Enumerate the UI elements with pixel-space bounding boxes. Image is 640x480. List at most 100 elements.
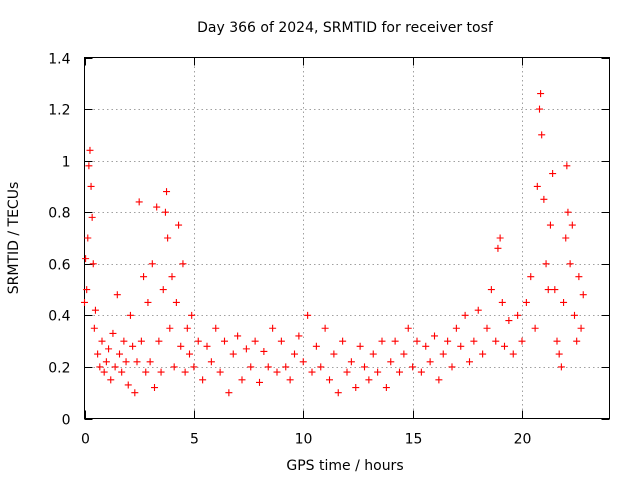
data-point — [113, 291, 121, 299]
data-point — [564, 208, 572, 216]
data-point — [82, 255, 90, 263]
data-point — [260, 347, 268, 355]
data-point — [194, 337, 202, 345]
data-point — [352, 384, 360, 392]
data-point — [514, 311, 522, 319]
data-point — [175, 221, 183, 229]
data-point — [365, 376, 373, 384]
data-point — [343, 368, 351, 376]
data-point — [527, 273, 535, 281]
data-point — [551, 286, 559, 294]
data-point — [474, 306, 482, 314]
data-point — [536, 105, 543, 113]
data-point — [378, 337, 386, 345]
data-point — [404, 324, 412, 332]
data-point — [549, 170, 557, 178]
data-point — [400, 350, 408, 358]
data-point — [86, 146, 94, 154]
data-point — [560, 298, 568, 306]
data-point — [439, 350, 447, 358]
data-point — [461, 311, 469, 319]
data-point — [487, 286, 495, 294]
data-point — [356, 342, 364, 350]
data-point — [159, 286, 167, 294]
data-point — [369, 350, 377, 358]
data-point — [282, 363, 290, 371]
data-point — [540, 195, 548, 203]
data-point — [448, 363, 456, 371]
data-point — [199, 376, 207, 384]
x-tick-label: 15 — [405, 432, 423, 448]
data-point — [413, 337, 421, 345]
data-point — [273, 368, 281, 376]
data-point — [575, 273, 583, 281]
data-point — [94, 350, 102, 358]
data-point — [579, 291, 587, 299]
data-point — [286, 376, 294, 384]
y-tick-label: 0.8 — [48, 206, 70, 222]
data-point — [277, 337, 285, 345]
data-point — [426, 358, 434, 366]
data-point — [573, 337, 581, 345]
data-point — [238, 376, 246, 384]
data-point — [522, 298, 530, 306]
data-point — [247, 363, 255, 371]
data-point — [444, 337, 452, 345]
data-point — [501, 342, 508, 350]
data-point — [312, 342, 320, 350]
data-point — [396, 368, 403, 376]
data-point — [203, 342, 211, 350]
data-point — [105, 345, 113, 353]
x-tick-label: 20 — [514, 432, 532, 448]
chart-title: Day 366 of 2024, SRMTID for receiver tos… — [197, 20, 494, 36]
data-point — [374, 368, 382, 376]
grid — [84, 57, 610, 419]
data-point — [321, 324, 329, 332]
data-point — [126, 311, 134, 319]
data-point — [291, 350, 298, 358]
data-point — [221, 337, 228, 345]
data-point — [466, 358, 473, 366]
data-point — [177, 342, 185, 350]
data-point — [553, 337, 561, 345]
data-point — [544, 286, 552, 294]
y-tick-label: 1.4 — [48, 52, 70, 68]
data-point — [334, 389, 342, 397]
data-point — [505, 317, 513, 325]
data-point — [422, 342, 430, 350]
data-point — [124, 381, 132, 389]
y-tick-label: 1.2 — [48, 103, 70, 119]
data-point — [90, 324, 98, 332]
data-point — [457, 342, 465, 350]
data-point — [562, 234, 570, 242]
data-point — [317, 363, 325, 371]
data-point — [496, 234, 504, 242]
data-point — [129, 342, 137, 350]
data-point — [163, 188, 171, 196]
data-point — [83, 286, 91, 294]
data-point — [339, 337, 347, 345]
data-point — [470, 337, 478, 345]
data-point — [251, 337, 259, 345]
data-point — [542, 260, 550, 268]
data-point — [216, 368, 224, 376]
data-point — [533, 182, 541, 190]
data-point — [81, 298, 88, 306]
data-point — [85, 162, 93, 170]
data-point — [88, 213, 96, 221]
data-point — [234, 332, 242, 340]
data-point — [111, 363, 119, 371]
data-point — [116, 350, 123, 358]
data-point — [347, 358, 355, 366]
data-point — [186, 350, 193, 358]
data-point — [181, 368, 189, 376]
data-point — [91, 306, 99, 314]
y-tick-label: 0 — [62, 413, 71, 429]
data-point — [100, 368, 108, 376]
data-point — [452, 324, 460, 332]
data-point — [409, 363, 417, 371]
data-point — [568, 221, 576, 229]
data-point — [256, 378, 263, 386]
data-point — [190, 363, 198, 371]
x-tick-label: 10 — [295, 432, 313, 448]
